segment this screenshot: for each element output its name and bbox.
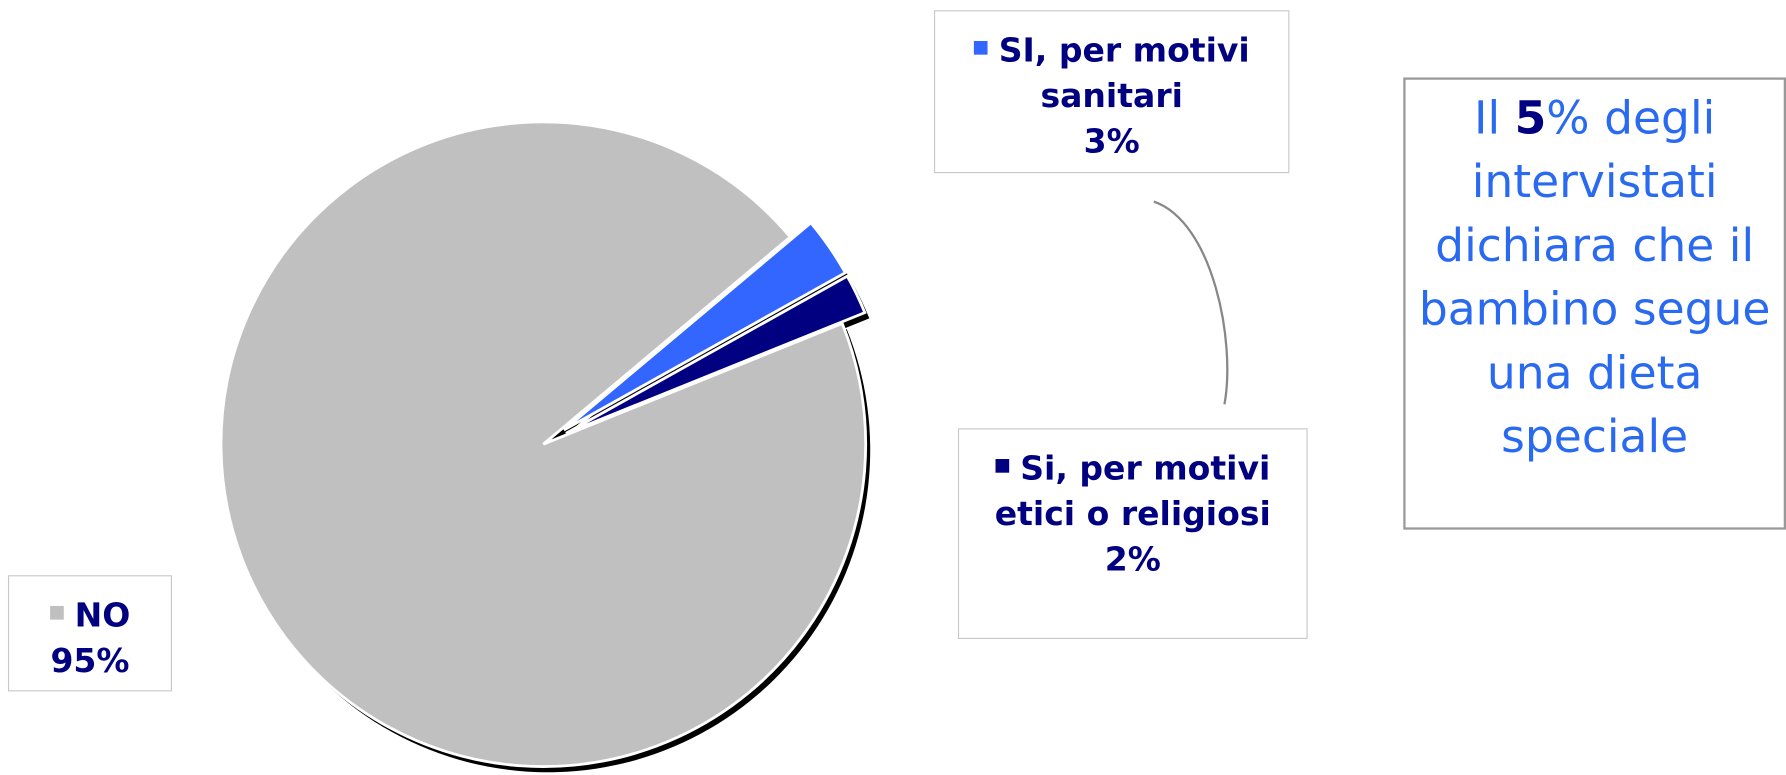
- annotation-number: 5: [1514, 92, 1547, 145]
- annotation-text: Il: [1474, 92, 1515, 145]
- slice: [219, 120, 868, 768]
- slice: [563, 220, 848, 432]
- label-content: Si, per motivi etici o religiosi 2%: [990, 445, 1275, 582]
- legend-swatch: [49, 605, 64, 620]
- label-content: SI, per motivi sanitari 3%: [941, 27, 1283, 164]
- label-content: NO 95%: [27, 592, 152, 683]
- data-label: SI, per motivi sanitari 3%: [934, 10, 1290, 174]
- data-label: Si, per motivi etici o religiosi 2%: [957, 428, 1308, 639]
- label-name: Si, per motivi etici o religiosi: [994, 448, 1271, 534]
- label-value: 2%: [1104, 539, 1161, 579]
- label-value: 3%: [1083, 121, 1140, 161]
- annotation-text: % degli intervistati dichiara che il bam…: [1418, 92, 1771, 464]
- label-name: NO: [74, 595, 131, 635]
- data-label: NO 95%: [7, 575, 172, 692]
- legend-swatch: [995, 459, 1009, 473]
- label-value: 95%: [50, 641, 130, 681]
- label-name: SI, per motivi sanitari: [998, 30, 1250, 116]
- connector: [1153, 200, 1229, 405]
- annotation-box: Il 5% degli intervistati dichiara che il…: [1403, 77, 1786, 530]
- legend-swatch: [973, 41, 988, 55]
- slice: [565, 274, 867, 435]
